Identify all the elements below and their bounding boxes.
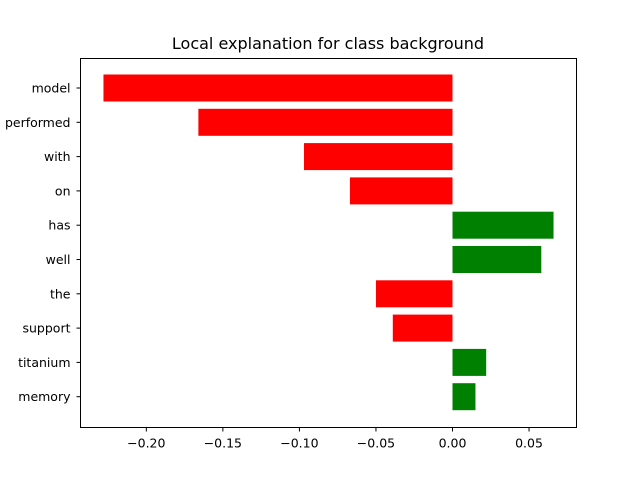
bar-titanium (452, 348, 487, 376)
y-tick-label-has: has (48, 218, 70, 233)
bars-group (103, 74, 554, 411)
bar-well (452, 246, 542, 273)
y-tick-label-well: well (46, 252, 71, 267)
x-tick-label: 0.05 (515, 436, 543, 451)
x-tick-label: −0.15 (204, 436, 242, 451)
x-tick-label: −0.20 (127, 436, 165, 451)
y-tick-label-on: on (55, 183, 71, 198)
x-tick-label: 0.00 (439, 436, 467, 451)
bar-the (375, 280, 453, 308)
x-tick-label: −0.05 (357, 436, 395, 451)
bar-support (392, 314, 453, 342)
x-tick-label: −0.10 (280, 436, 318, 451)
bar-has (452, 211, 554, 239)
y-tick-label-performed: performed (5, 115, 71, 130)
x-axis-ticks: −0.20 −0.15 −0.10 −0.05 0.00 0.05 (127, 427, 543, 451)
y-tick-label-memory: memory (18, 389, 71, 404)
chart-title: Local explanation for class background (172, 34, 484, 53)
y-axis-ticks: model performed with on has well the support tit… (5, 81, 81, 404)
bar-with (304, 143, 453, 171)
bar-on (349, 177, 453, 205)
y-tick-label-with: with (44, 149, 71, 164)
y-tick-label-titanium: titanium (18, 355, 70, 370)
y-tick-label-support: support (23, 321, 71, 336)
bar-model (103, 74, 453, 102)
bar-memory (452, 383, 476, 411)
y-tick-label-model: model (32, 81, 71, 96)
y-tick-label-the: the (50, 286, 71, 301)
plot-frame (80, 58, 577, 428)
bar-performed (198, 108, 453, 136)
